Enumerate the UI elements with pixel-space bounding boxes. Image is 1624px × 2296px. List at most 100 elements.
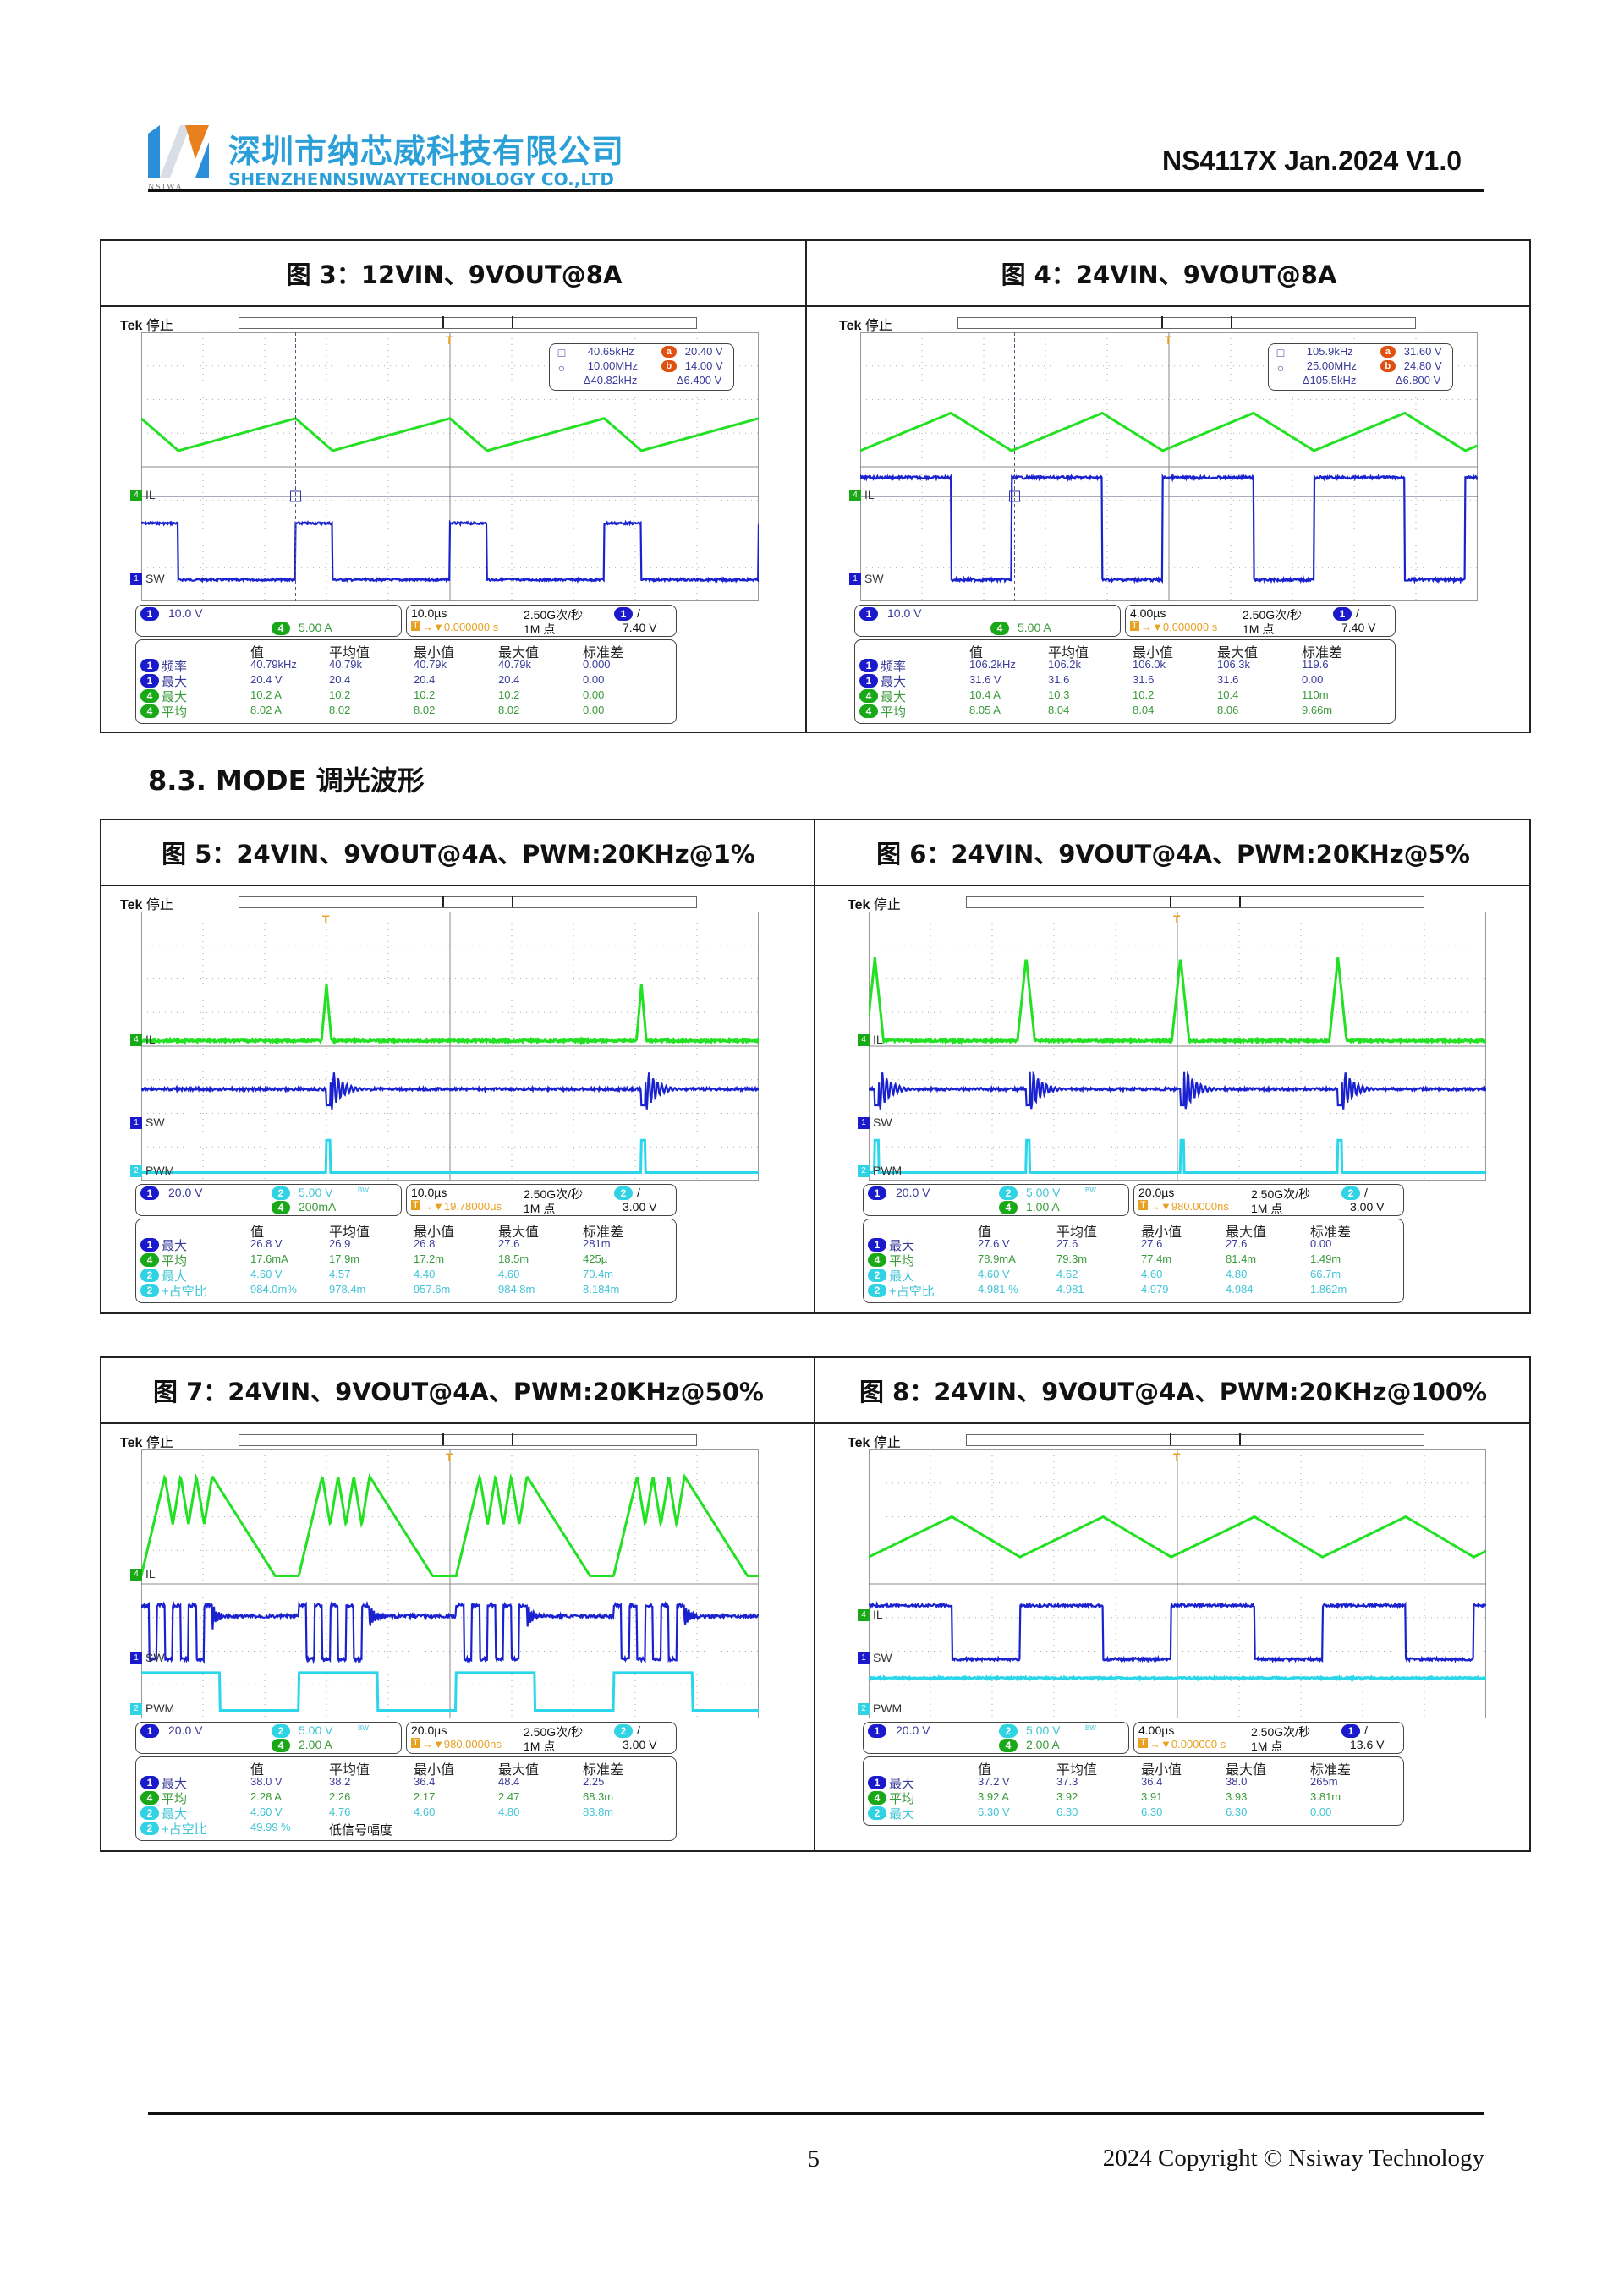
channel-1-badge[interactable]: 1: [868, 1186, 886, 1200]
trigger-icon: T: [1138, 1738, 1148, 1748]
record-length: 1M 点: [1251, 1740, 1283, 1753]
measurement-table: 值平均值 最小值 最大值 标准差 1 最大 27.6 V 27.6 27.6 27.6 0.00 4 平…: [863, 1219, 1404, 1303]
channel-1-badge[interactable]: 1: [140, 607, 159, 621]
channel-marker-il[interactable]: 4: [858, 1033, 870, 1046]
measurement-value: 31.6: [1048, 673, 1070, 686]
channel-marker-pwm[interactable]: 2: [130, 1165, 142, 1178]
inductor-current-trace: [869, 1515, 1486, 1559]
channel-2-badge[interactable]: 2: [272, 1724, 290, 1738]
measurement-value: 40.79k: [498, 658, 532, 671]
scope-status: Tek 停止: [120, 893, 173, 913]
channel-marker-pwm[interactable]: 2: [858, 1165, 870, 1178]
measurement-value: 0.00: [1310, 1237, 1332, 1250]
channel-2-badge: 2: [140, 1822, 159, 1835]
trigger-position: →▼980.0000ns: [1149, 1200, 1229, 1213]
channel-marker-sw[interactable]: 1: [858, 1652, 870, 1665]
measurement-row: 2 +占空比 49.99 % 低信号幅度: [136, 1821, 676, 1838]
measurement-header: 最小值: [1141, 1763, 1182, 1778]
channel-1-badge[interactable]: 1: [140, 1186, 159, 1200]
channel-4-badge[interactable]: 4: [999, 1201, 1018, 1214]
channel-label: PWM: [873, 1701, 903, 1716]
channel-marker-il[interactable]: 4: [849, 489, 861, 501]
channel-marker-pwm[interactable]: 2: [130, 1703, 142, 1716]
channel-1-badge[interactable]: 1: [140, 1724, 159, 1738]
channel-2-badge[interactable]: 2: [272, 1186, 290, 1200]
channel-1-badge[interactable]: 1: [859, 607, 878, 621]
measurement-label: 最大: [881, 675, 907, 689]
measurement-value: 81.4m: [1226, 1252, 1257, 1265]
measurement-value: 8.02: [329, 704, 351, 716]
figure-cell: 图 5：24VIN、9VOUT@4A、PWM:20KHz@1% Tek 停止 T 4 I…: [102, 820, 815, 1312]
sample-rate: 2.50G次/秒: [524, 608, 584, 622]
channel-marker-il[interactable]: 4: [130, 1033, 142, 1046]
channel-1-badge[interactable]: 1: [1333, 607, 1352, 621]
channel-4-badge[interactable]: 4: [272, 622, 290, 635]
channel-label: PWM: [145, 1701, 175, 1716]
channel-marker-sw[interactable]: 1: [130, 1117, 142, 1130]
measurement-value: 4.60 V: [250, 1268, 283, 1280]
channel-marker-sw[interactable]: 1: [130, 1652, 142, 1665]
measurement-label: 最大: [162, 1807, 188, 1822]
channel-4-badge[interactable]: 4: [990, 622, 1009, 635]
record-window: [442, 316, 513, 328]
channel-marker-il[interactable]: 4: [858, 1609, 870, 1622]
measurement-value: 8.184m: [583, 1283, 620, 1296]
figure-table-3: 图 7：24VIN、9VOUT@4A、PWM:20KHz@50% Tek 停止 T 4…: [100, 1356, 1531, 1852]
channel-scale-box: 1 10.0 V 4 5.00 A: [854, 605, 1121, 637]
channel-4-badge[interactable]: 4: [272, 1201, 290, 1214]
measurement-row: 1 最大 27.6 V 27.6 27.6 27.6 0.00: [864, 1237, 1403, 1253]
channel-4-badge[interactable]: 4: [999, 1739, 1018, 1752]
measurement-header: 标准差: [1302, 646, 1343, 660]
channel-marker-sw[interactable]: 1: [130, 573, 142, 585]
bandwidth-limit-mark: BW: [1085, 1186, 1096, 1194]
measurement-header: 值: [250, 646, 265, 660]
measurement-value: 37.3: [1056, 1775, 1078, 1788]
channel-marker-sw[interactable]: 1: [858, 1117, 870, 1130]
bandwidth-limit-mark: BW: [1085, 1724, 1096, 1732]
cursor-dv: Δ6.400 V: [676, 373, 722, 386]
measurement-value: 2.28 A: [250, 1790, 282, 1803]
record-view-bar: [966, 1433, 1424, 1446]
timebase: 20.0µs: [1138, 1186, 1175, 1199]
measurement-header: 平均值: [329, 1763, 370, 1778]
measurement-label: 最大: [889, 1807, 915, 1822]
channel-2-badge[interactable]: 2: [999, 1186, 1018, 1200]
measurement-label: 最大: [889, 1777, 915, 1791]
cursor-f1: 105.9kHz: [1306, 344, 1353, 358]
channel-label: SW: [873, 1115, 892, 1130]
measurement-value: 40.79kHz: [250, 658, 297, 671]
measurement-header: 最小值: [1141, 1225, 1182, 1240]
page-number: 5: [808, 2146, 820, 2173]
channel-1-badge[interactable]: 1: [868, 1724, 886, 1738]
measurement-table: 值 平均值 最小值 最大值 标准差 1 频率 40.79kHz 40.79k 40.79k 40.7…: [135, 639, 677, 724]
figure-caption: 图 3：12VIN、9VOUT@8A: [102, 241, 807, 307]
channel-4-badge: 4: [140, 704, 159, 718]
channel-1-badge: 1: [859, 659, 878, 672]
ch2-scale: 5.00 V: [299, 1186, 333, 1199]
channel-2-badge[interactable]: 2: [614, 1186, 633, 1200]
channel-label: SW: [873, 1651, 892, 1665]
measurement-value: 0.000: [583, 658, 611, 671]
channel-2-badge[interactable]: 2: [614, 1724, 633, 1738]
scope-state: 停止: [145, 898, 173, 912]
channel-marker-il[interactable]: 4: [130, 1569, 142, 1581]
channel-2-badge[interactable]: 2: [999, 1724, 1018, 1738]
sample-rate: 2.50G次/秒: [1251, 1187, 1311, 1201]
channel-1-badge[interactable]: 1: [614, 607, 633, 621]
measurement-label: 最大: [889, 1269, 915, 1284]
channel-1-badge[interactable]: 1: [1341, 1724, 1360, 1738]
trigger-level: 7.40 V: [1341, 621, 1376, 634]
switch-node-trace: [869, 1071, 1486, 1110]
measurement-table: 值平均值 最小值 最大值 标准差 1 最大 37.2 V 37.3 36.4 38.0 265m 4 平…: [863, 1756, 1404, 1826]
channel-marker-il[interactable]: 4: [130, 489, 142, 501]
figure-cell: 图 6：24VIN、9VOUT@4A、PWM:20KHz@5% Tek 停止 T 4 I…: [814, 820, 1531, 1312]
channel-marker-sw[interactable]: 1: [849, 573, 861, 585]
measurement-value: 425µ: [583, 1252, 608, 1265]
channel-4-badge[interactable]: 4: [272, 1739, 290, 1752]
channel-2-badge[interactable]: 2: [1341, 1186, 1360, 1200]
trigger-slope-icon: /: [1364, 1186, 1368, 1199]
measurement-label: 最大: [162, 1269, 188, 1284]
scope-status: Tek 停止: [848, 1431, 901, 1451]
channel-marker-pwm[interactable]: 2: [858, 1703, 870, 1716]
measurement-header: 标准差: [583, 1763, 624, 1778]
